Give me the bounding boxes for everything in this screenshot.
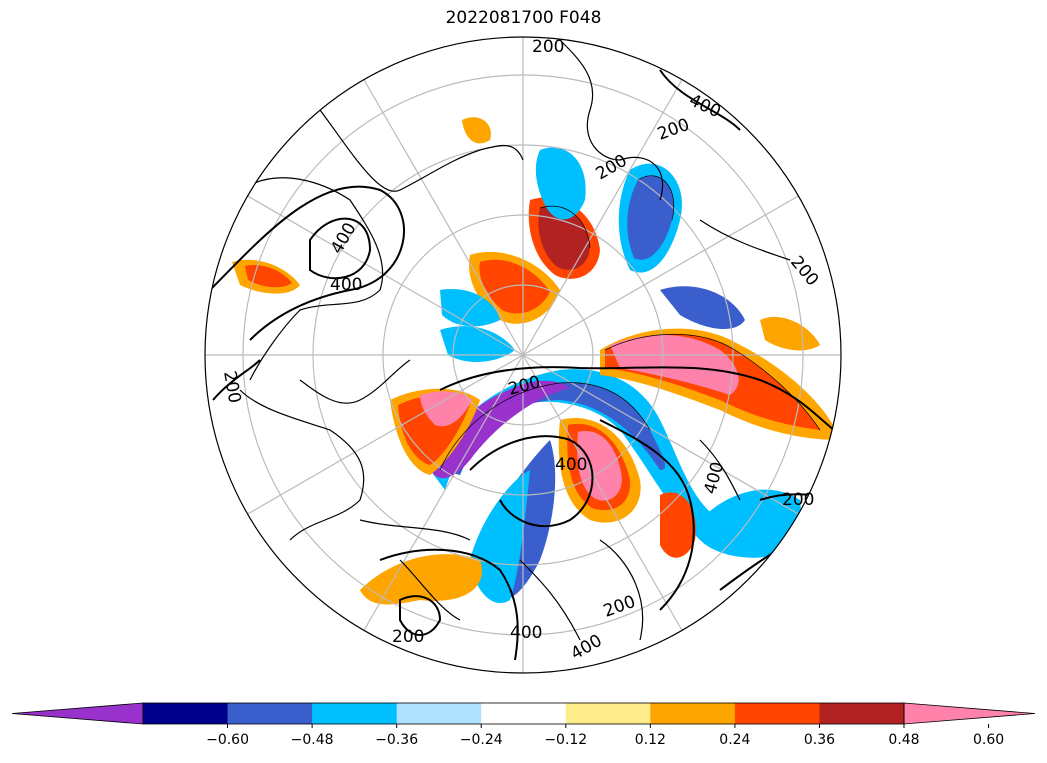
shading-outlines	[439, 175, 821, 471]
colorbar-segment	[481, 703, 567, 724]
graticule	[205, 37, 841, 673]
map-disk	[205, 37, 841, 673]
contour-label: 400	[701, 460, 729, 497]
contour-label: 200	[655, 115, 692, 145]
anomaly-positive-north-spot	[462, 117, 491, 144]
anomaly-positive-far-west-core	[245, 264, 292, 288]
contour-label: 200	[392, 627, 424, 647]
anomaly-negative-core	[440, 382, 666, 475]
anomaly-positive-southwest	[360, 554, 482, 605]
contour-label: 400	[555, 455, 587, 475]
anomaly-negative-far-northeast	[660, 286, 745, 330]
colorbar: −0.60 −0.48 −0.36 −0.24 −0.12 0.12 0.24 0.36 0.4…	[11, 702, 1036, 748]
colorbar-tick-label: 0.60	[973, 732, 1004, 748]
contour-label: 200	[786, 252, 822, 290]
contour-label: 200	[601, 592, 638, 622]
anomaly-positive-far-northeast	[760, 316, 820, 351]
anomaly-negative-far-east	[700, 489, 801, 555]
colorbar-segment	[227, 703, 313, 724]
colorbar-extend-max	[903, 702, 1036, 725]
contour-label: 200	[782, 490, 814, 510]
anomaly-positive-southcenter-max	[577, 431, 622, 501]
anomaly-positive-north-core	[479, 259, 550, 314]
contour-label: 400	[568, 631, 606, 665]
anomaly-positive-east-max	[610, 334, 739, 395]
colorbar-segment	[143, 703, 229, 724]
anomaly-negative-max	[430, 380, 570, 479]
anomaly-positive-west-max	[420, 391, 472, 427]
contour-label: 400	[510, 623, 542, 643]
colorbar-segment	[396, 703, 482, 724]
colorbar-segment	[819, 703, 905, 724]
anomaly-fields	[232, 117, 840, 605]
colorbar-segment	[565, 703, 651, 724]
coastlines	[239, 39, 791, 641]
colorbar-tick-label: 0.36	[804, 732, 835, 748]
map-boundary	[204, 36, 842, 674]
colorbar-extend-min	[11, 702, 144, 725]
colorbar-tick-label: −0.24	[460, 732, 503, 748]
colorbar-segment	[312, 703, 398, 724]
colorbar-tick-label: 0.24	[719, 732, 750, 748]
anomaly-negative-center	[440, 326, 515, 362]
contour-label: 200	[532, 37, 564, 57]
anomaly-negative-south-edge	[470, 470, 530, 604]
colorbar-tick-label: −0.60	[206, 732, 249, 748]
map-title: 2022081700 F048	[445, 8, 602, 28]
colorbar-tick-label: 0.48	[888, 732, 919, 748]
anomaly-negative-northwest	[440, 289, 500, 327]
anomaly-negative-north	[535, 147, 586, 220]
colorbar-segment	[650, 703, 736, 724]
colorbar-tick-label: −0.48	[291, 732, 334, 748]
colorbar-segment	[734, 703, 820, 724]
anomaly-negative-northeast-core	[627, 175, 674, 260]
contour-label: 400	[686, 90, 724, 122]
contour-label: 200	[219, 369, 244, 404]
colorbar-tick-label: 0.12	[635, 732, 666, 748]
anomaly-positive-northeast-core	[538, 206, 590, 270]
colorbar-tick-label: −0.12	[544, 732, 587, 748]
anomaly-negative-band	[430, 369, 800, 558]
anomaly-positive-southeast	[660, 492, 696, 558]
contour-label: 400	[327, 219, 361, 257]
colorbar-tick-label: −0.36	[375, 732, 418, 748]
colorbar-frame	[142, 702, 905, 725]
contour-label: 400	[330, 275, 362, 295]
